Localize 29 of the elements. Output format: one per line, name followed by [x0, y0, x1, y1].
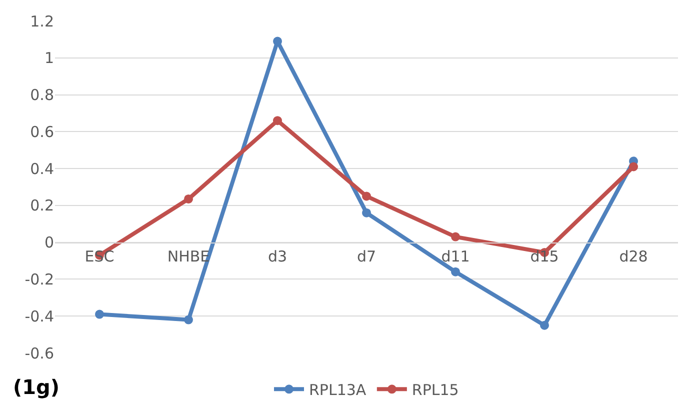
y-tick-label: -0.6	[24, 344, 54, 362]
x-tick-label: d15	[530, 247, 559, 266]
x-tick-label: d11	[441, 247, 470, 266]
point	[540, 320, 549, 330]
y-tick-label: 0.4	[30, 160, 54, 178]
point	[362, 208, 371, 218]
y-tick-label: 1.2	[30, 12, 54, 30]
point	[629, 162, 638, 172]
point	[184, 194, 193, 204]
x-tick-label: ESC	[84, 247, 114, 266]
point	[184, 315, 193, 324]
y-tick-label: 0.6	[30, 122, 54, 141]
point	[362, 192, 371, 201]
y-tick-label: 1	[44, 49, 54, 68]
y-tick-label: 0	[44, 234, 54, 252]
legend-label: RPL15	[412, 381, 459, 400]
y-tick-label: -0.2	[24, 270, 54, 288]
x-tick-label: d7	[356, 247, 376, 266]
y-tick-label: 0.2	[30, 196, 54, 215]
legend-label: RPL13A	[309, 381, 367, 400]
point	[451, 267, 460, 276]
point	[273, 116, 282, 126]
text: (1g)	[13, 375, 60, 399]
point	[451, 232, 460, 242]
x-tick-label: d3	[268, 247, 288, 266]
x-tick-label: d28	[619, 247, 648, 266]
y-tick-label: -0.4	[24, 307, 54, 326]
point	[95, 310, 104, 319]
y-tick-label: 0.8	[30, 86, 54, 104]
